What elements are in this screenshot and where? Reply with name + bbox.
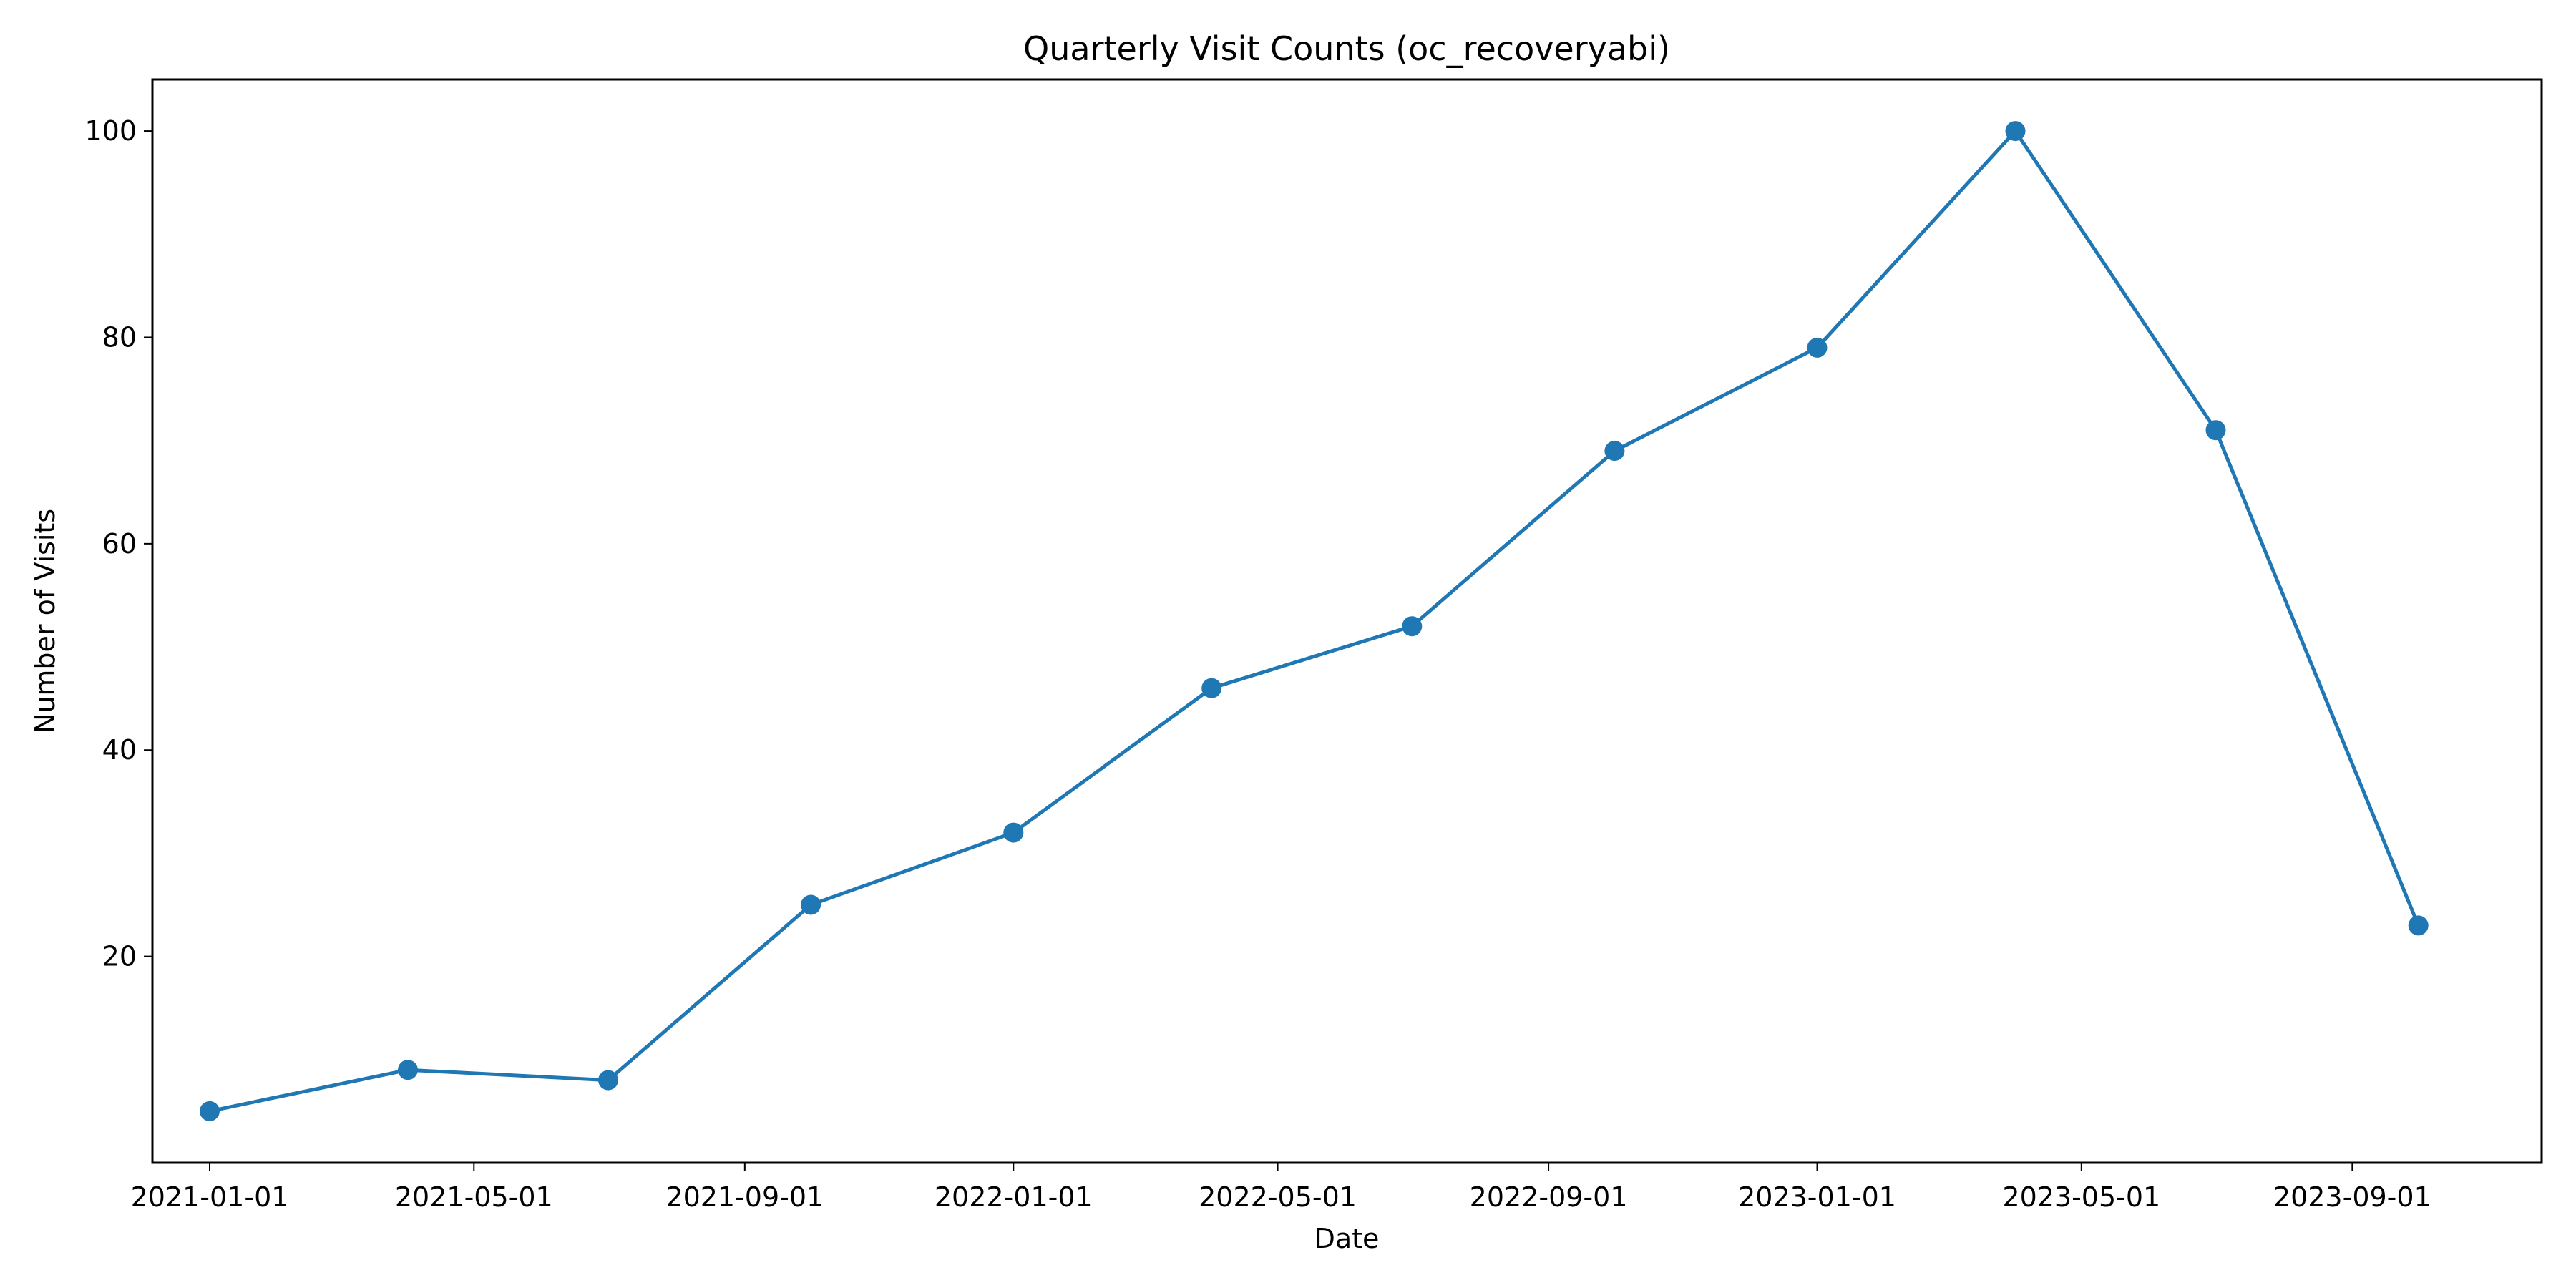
data-point <box>598 1070 618 1091</box>
x-tick-label: 2023-01-01 <box>1738 1181 1896 1213</box>
series-line <box>208 129 2421 1113</box>
data-point <box>200 1101 220 1121</box>
data-point <box>2005 121 2026 142</box>
data-point <box>398 1060 418 1080</box>
x-tick-label: 2021-01-01 <box>131 1181 289 1213</box>
x-tick-label: 2021-05-01 <box>395 1181 553 1213</box>
data-point <box>2408 915 2429 936</box>
y-axis-ticks: 20 40 60 80 100 <box>84 115 152 972</box>
x-axis-label: Date <box>1314 1223 1380 1254</box>
data-point <box>1003 822 1024 843</box>
data-point <box>1201 678 1222 698</box>
x-tick-label: 2023-05-01 <box>2002 1181 2160 1213</box>
x-tick-label: 2022-05-01 <box>1199 1181 1357 1213</box>
y-tick-label: 80 <box>102 321 137 353</box>
y-tick-label: 40 <box>102 734 137 766</box>
chart-title: Quarterly Visit Counts (oc_recoveryabi) <box>1023 29 1670 68</box>
data-point <box>2205 420 2226 441</box>
x-axis-ticks: 2021-01-01 2021-05-01 2021-09-01 2022-01-01… <box>131 1163 2431 1213</box>
x-tick-label: 2023-09-01 <box>2273 1181 2431 1213</box>
data-point <box>1807 337 1828 358</box>
data-point <box>1402 616 1423 637</box>
y-tick-label: 100 <box>84 115 137 147</box>
y-tick-label: 60 <box>102 528 137 560</box>
y-axis-label: Number of Visits <box>29 509 61 733</box>
x-tick-label: 2022-01-01 <box>935 1181 1093 1213</box>
plot-frame <box>151 78 2543 1164</box>
x-tick-label: 2022-09-01 <box>1470 1181 1628 1213</box>
y-tick-label: 20 <box>102 941 137 972</box>
data-point <box>1604 441 1625 462</box>
x-tick-label: 2021-09-01 <box>665 1181 824 1213</box>
data-point <box>801 894 821 915</box>
series-layer <box>200 121 2429 1121</box>
